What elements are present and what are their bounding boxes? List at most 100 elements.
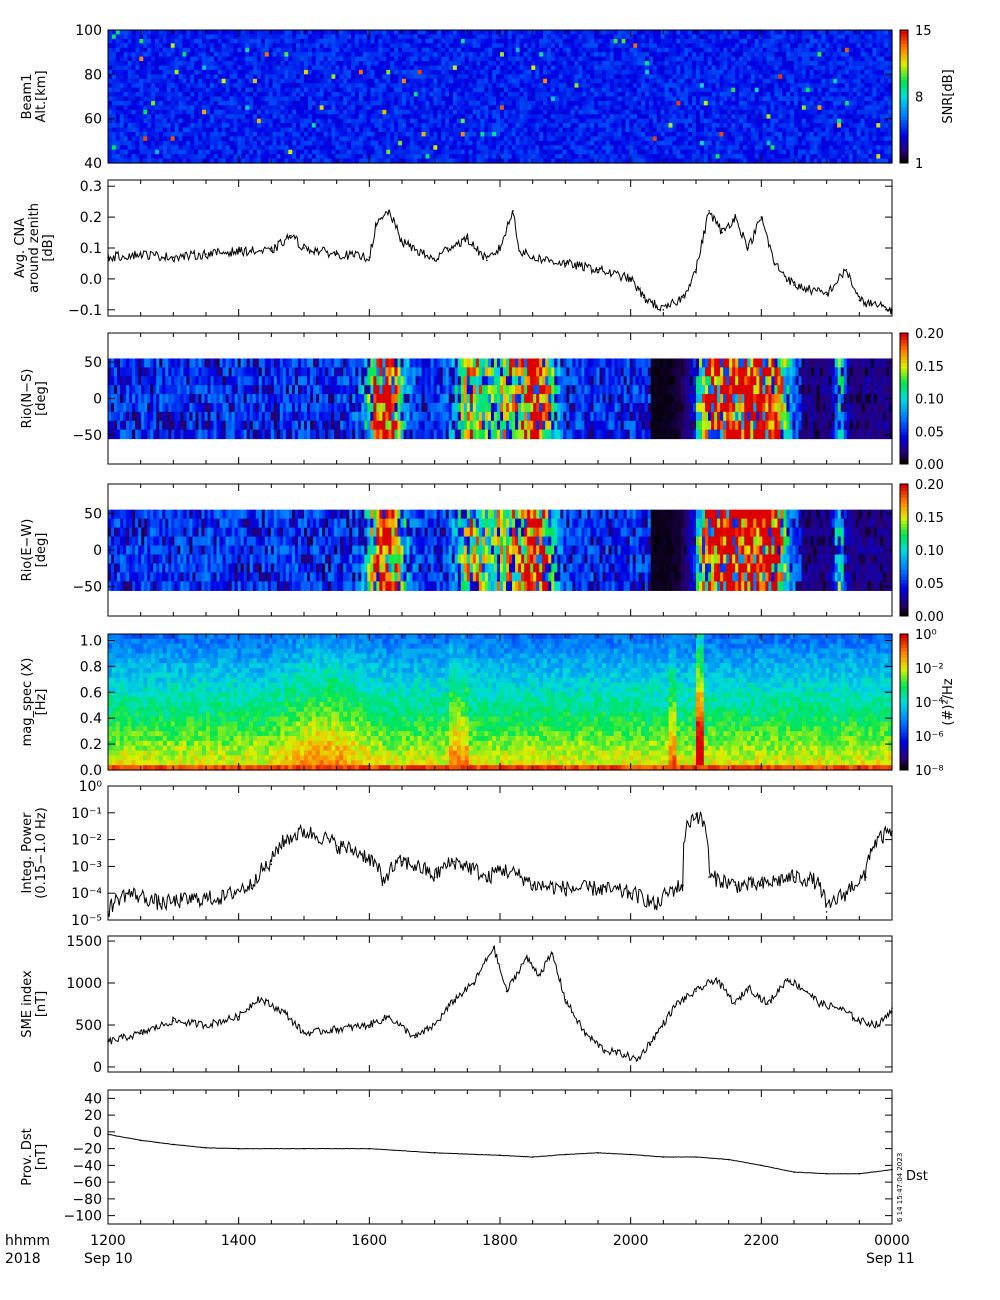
- heatmap-cell: [351, 43, 356, 48]
- heatmap-cell: [280, 141, 285, 146]
- heatmap-cell: [543, 97, 548, 102]
- heatmap-cell: [492, 101, 497, 106]
- heatmap-cell: [304, 110, 309, 115]
- heatmap-cell: [445, 150, 450, 155]
- heatmap-cell: [233, 52, 238, 57]
- heatmap-cell: [692, 114, 697, 119]
- heatmap-cell: [320, 30, 325, 35]
- heatmap-cell: [524, 92, 529, 97]
- heatmap-cell: [253, 79, 258, 84]
- heatmap-cell: [202, 119, 207, 124]
- heatmap-cell: [351, 150, 356, 155]
- heatmap-cell: [716, 70, 721, 75]
- heatmap-cell: [598, 48, 603, 53]
- heatmap-cell: [367, 79, 372, 84]
- heatmap-cell: [167, 154, 172, 159]
- heatmap-cell: [661, 110, 666, 115]
- heatmap-cell: [445, 88, 450, 93]
- heatmap-cell: [347, 119, 352, 124]
- heatmap-cell: [269, 154, 274, 159]
- heatmap-cell: [563, 132, 568, 137]
- heatmap-cell: [179, 92, 184, 97]
- heatmap-cell: [237, 136, 242, 141]
- heatmap-cell: [543, 92, 548, 97]
- heatmap-cell: [610, 52, 615, 57]
- heatmap-cell: [672, 105, 677, 110]
- heatmap-cell: [351, 74, 356, 79]
- heatmap-cell: [355, 110, 360, 115]
- heatmap-cell: [606, 105, 611, 110]
- heatmap-cell: [139, 83, 144, 88]
- heatmap-cell: [492, 150, 497, 155]
- heatmap-cell: [343, 34, 348, 39]
- heatmap-cell: [233, 61, 238, 66]
- heatmap-cell: [574, 88, 579, 93]
- heatmap-cell: [680, 150, 685, 155]
- heatmap-cell: [143, 74, 148, 79]
- heatmap-cell: [700, 83, 705, 88]
- heatmap-cell: [182, 70, 187, 75]
- heatmap-cell: [586, 61, 591, 66]
- heatmap-cell: [641, 48, 646, 53]
- heatmap-cell: [759, 101, 764, 106]
- heatmap-cell: [516, 65, 521, 70]
- heatmap-cell: [171, 132, 176, 137]
- heatmap-cell: [367, 110, 372, 115]
- heatmap-cell: [116, 48, 121, 53]
- heatmap-cell: [488, 43, 493, 48]
- heatmap-cell: [614, 105, 619, 110]
- heatmap-cell: [402, 154, 407, 159]
- heatmap-cell: [684, 97, 689, 102]
- heatmap-cell: [582, 145, 587, 150]
- heatmap-cell: [488, 154, 493, 159]
- heatmap-cell: [547, 83, 552, 88]
- heatmap-cell: [759, 48, 764, 53]
- heatmap-cell: [230, 88, 235, 93]
- heatmap-cell: [378, 132, 383, 137]
- heatmap-cell: [171, 34, 176, 39]
- heatmap-cell: [512, 114, 517, 119]
- heatmap-cell: [179, 30, 184, 35]
- heatmap-cell: [618, 92, 623, 97]
- heatmap-cell: [696, 119, 701, 124]
- heatmap-cell: [559, 52, 564, 57]
- heatmap-cell: [657, 92, 662, 97]
- heatmap-cell: [465, 88, 470, 93]
- heatmap-cell: [269, 119, 274, 124]
- heatmap-cell: [284, 57, 289, 62]
- heatmap-cell: [210, 39, 215, 44]
- heatmap-cell: [261, 110, 266, 115]
- heatmap-cell: [676, 128, 681, 133]
- heatmap-cell: [672, 57, 677, 62]
- heatmap-cell: [422, 128, 427, 133]
- heatmap-cell: [559, 30, 564, 35]
- heatmap-cell: [606, 57, 611, 62]
- heatmap-cell: [606, 92, 611, 97]
- heatmap-cell: [645, 110, 650, 115]
- heatmap-cell: [124, 114, 129, 119]
- heatmap-cell: [720, 114, 725, 119]
- heatmap-cell: [622, 132, 627, 137]
- heatmap-cell: [308, 97, 313, 102]
- heatmap-cell: [194, 105, 199, 110]
- heatmap-cell: [202, 136, 207, 141]
- heatmap-cell: [175, 61, 180, 66]
- heatmap-cell: [182, 119, 187, 124]
- heatmap-cell: [500, 110, 505, 115]
- heatmap-cell: [453, 52, 458, 57]
- heatmap-cell: [563, 52, 568, 57]
- heatmap-cell: [574, 132, 579, 137]
- heatmap-cell: [461, 119, 466, 124]
- heatmap-cell: [426, 79, 431, 84]
- heatmap-cell: [320, 105, 325, 110]
- heatmap-cell: [551, 30, 556, 35]
- heatmap-cell: [563, 48, 568, 53]
- heatmap-cell: [288, 79, 293, 84]
- heatmap-cell: [280, 123, 285, 128]
- heatmap-cell: [716, 154, 721, 159]
- heatmap-cell: [143, 145, 148, 150]
- heatmap-cell: [308, 30, 313, 35]
- heatmap-cell: [159, 34, 164, 39]
- heatmap-cell: [233, 34, 238, 39]
- heatmap-cell: [461, 74, 466, 79]
